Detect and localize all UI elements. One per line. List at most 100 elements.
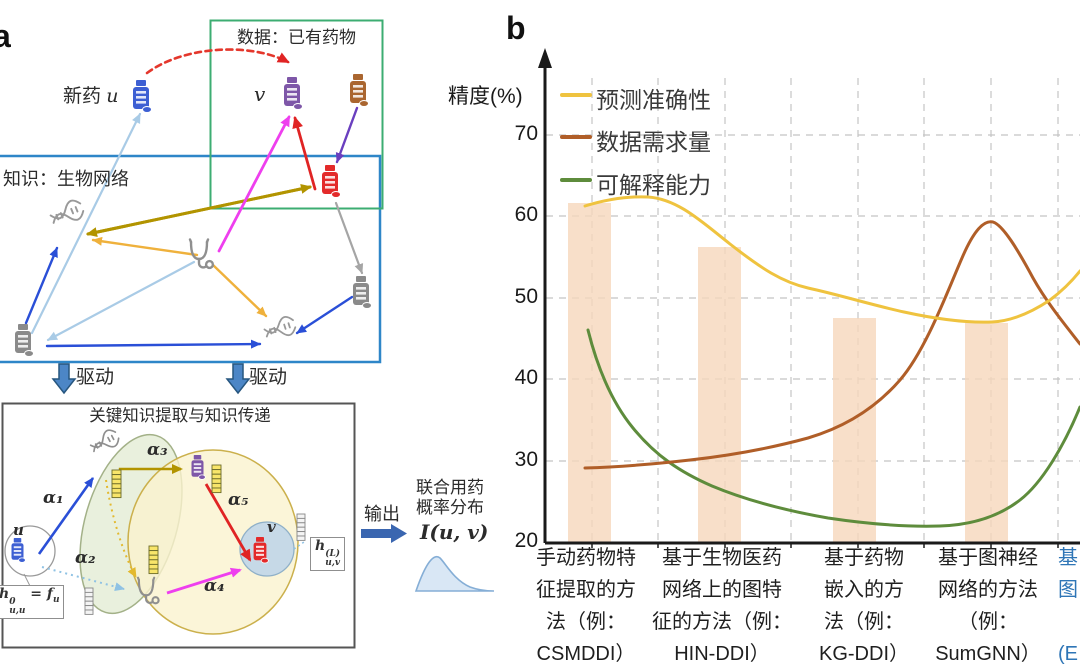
panel-a-label: a: [0, 18, 11, 54]
category-label-sumgnn: 基于图神经 网络的方法 （例： SumGNN）: [923, 542, 1053, 664]
extract-box-title: 关键知识提取与知识传递: [89, 407, 271, 425]
formula-supsub: 0 u,u: [9, 598, 25, 616]
drug-gray-icon: [14, 323, 34, 357]
category-label-hin-ddi: 基于生物医药 网络上的图特 征的方法（例： HIN-DDI）: [647, 542, 797, 664]
alpha-5-label: α₅: [228, 490, 249, 510]
feature-vector-icon: [211, 464, 222, 494]
category-line: 网络的方法: [938, 579, 1038, 601]
output-dist-title-line2: 概率分布: [416, 498, 484, 517]
formula-rhs: f: [46, 586, 53, 602]
extract-box: [1, 402, 356, 649]
stethoscope-icon: [188, 238, 215, 270]
formula-eq: =: [30, 586, 47, 602]
drug-gray-icon: [352, 275, 372, 309]
category-line: 图: [1058, 579, 1078, 601]
formula-supsub: (L) u,v: [325, 550, 340, 568]
category-line: [1058, 606, 1080, 638]
node-u-label: u: [13, 521, 24, 539]
legend-swatches: [560, 93, 592, 182]
alpha-1-label: α₁: [43, 488, 64, 508]
category-line: 法（例：: [546, 611, 626, 633]
formula-sup: 0: [9, 597, 16, 607]
drive-label: 驱动: [76, 367, 115, 388]
drive-arrow: [51, 363, 77, 395]
category-line: 网络上的图特: [662, 579, 782, 601]
new-drug-symbol: u: [106, 85, 119, 107]
feature-vector-icon: [84, 587, 94, 615]
category-line: 法（例：: [824, 611, 904, 633]
category-label-csmddi: 手动药物特 征提取的方 法（例： CSMDDI）: [521, 542, 651, 664]
h0-formula-box: h 0 u,u = fu: [0, 585, 65, 619]
alpha-3-label: α₃: [147, 440, 168, 460]
extraction-diagram: [4, 426, 306, 635]
y-axis-label: 精度(%): [448, 85, 523, 108]
category-line: KG-DDI）: [819, 643, 909, 664]
category-line: 基: [1058, 547, 1078, 569]
drug-u-icon: [132, 79, 152, 113]
hL-formula-box: h (L) u,v: [310, 537, 346, 571]
knowledge-box: [0, 154, 382, 364]
y-tick-20: 20: [514, 529, 538, 552]
panel-b-graphics: [538, 48, 1080, 548]
axes: [543, 64, 1080, 545]
category-line: SumGNN）: [935, 643, 1041, 664]
output-dist-formula: I(u, v): [420, 520, 489, 544]
known-interaction-arc: [145, 48, 290, 75]
output-arrow: [361, 524, 407, 543]
category-line: HIN-DDI）: [674, 643, 770, 664]
panel-a-graphics: [0, 19, 407, 649]
formula-rhs-sub: u: [52, 594, 60, 605]
legend-data-requirement: 数据需求量: [596, 129, 711, 155]
category-line: 嵌入的方: [824, 579, 904, 601]
panel-b-label: b: [506, 10, 526, 46]
category-label-kg-ddi: 基于药物 嵌入的方 法（例： KG-DDI）: [799, 542, 929, 664]
category-line: 手动药物特: [536, 547, 636, 569]
drug-red-icon: [321, 164, 341, 198]
series-prediction-accuracy: [583, 195, 1080, 324]
formula-sub: u,u: [9, 606, 26, 616]
drive-label: 驱动: [249, 367, 288, 388]
category-line: 征的方法（例：: [652, 611, 792, 633]
output-label: 输出: [364, 504, 400, 524]
dna-icon: [87, 426, 122, 457]
y-tick-70: 70: [514, 122, 538, 145]
y-tick-60: 60: [514, 203, 538, 226]
output-dist-title-line1: 联合用药: [416, 478, 484, 497]
y-tick-50: 50: [514, 285, 538, 308]
y-tick-40: 40: [514, 366, 538, 389]
dna-icon: [47, 196, 87, 230]
feature-vector-icon: [111, 469, 122, 499]
category-line: 基于药物: [824, 547, 904, 569]
formula-base: h: [0, 586, 10, 602]
alpha-2-label: α₂: [75, 548, 96, 568]
known-drug-symbol: v: [254, 82, 266, 106]
category-line: 征提取的方: [536, 579, 636, 601]
formula-base: h: [315, 538, 326, 554]
feature-vector-icon: [296, 513, 306, 541]
series-interpretability: [586, 328, 1080, 528]
drug-brown-icon: [349, 73, 369, 107]
category-label-clipped: 基 图 (E: [1058, 542, 1080, 664]
category-line: 基于生物医药: [662, 547, 782, 569]
probability-distribution-curve: [414, 555, 495, 592]
legend-interpretability: 可解释能力: [596, 172, 711, 198]
drive-arrow: [225, 363, 251, 395]
new-drug-prefix: 新药: [63, 86, 107, 107]
y-axis-arrowhead: [538, 48, 552, 68]
formula-sub: u,v: [325, 558, 341, 568]
drug-v-icon: [283, 76, 303, 110]
data-box: [209, 19, 384, 210]
category-line: 基于图神经: [938, 547, 1038, 569]
knowledge-box-title: 知识：生物网络: [3, 169, 129, 189]
dna-icon: [261, 313, 298, 343]
network-edges: [24, 48, 364, 349]
y-tick-30: 30: [514, 448, 538, 471]
category-line: CSMDDI）: [536, 643, 636, 664]
formula-sup: (L): [325, 549, 341, 559]
category-bars: [568, 203, 1008, 542]
feature-vector-icon: [148, 545, 159, 575]
category-line: (E: [1058, 643, 1078, 664]
series-data-requirement: [583, 220, 1080, 470]
node-v-label: v: [267, 518, 276, 536]
